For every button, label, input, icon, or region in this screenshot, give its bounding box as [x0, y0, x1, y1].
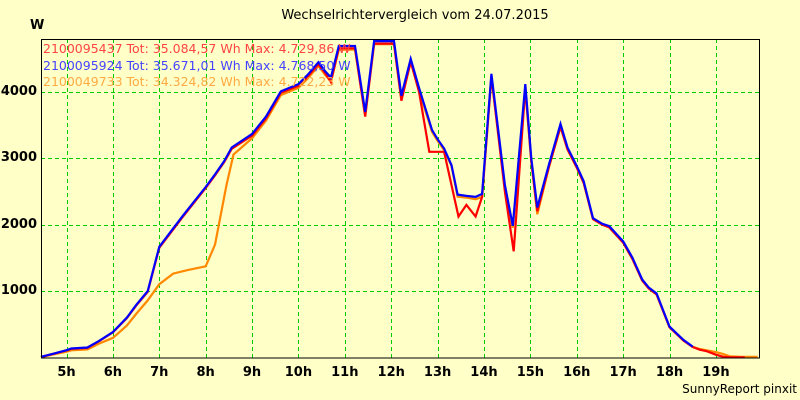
x-tick-label-7h: 7h [150, 365, 169, 380]
x-tick-label-18h: 18h [655, 365, 684, 380]
legend-line-2100049733: 2100049733 Tot: 34.324,82 Wh Max: 4.722,… [43, 74, 351, 89]
x-tick-label-5h: 5h [57, 365, 76, 380]
x-tick-label-19h: 19h [702, 365, 730, 380]
x-tick-label-9h: 9h [242, 365, 262, 380]
x-tick-label-8h: 8h [196, 365, 215, 380]
series-line-2100095437 [40, 42, 745, 359]
credit-text: SunnyReport pinxit [682, 382, 797, 396]
x-tick-label-11h: 11h [331, 365, 359, 380]
plot-frame [40, 38, 761, 359]
chart-title: Wechselrichtervergleich vom 24.07.2015 [281, 8, 549, 23]
x-tick-label-17h: 17h [609, 365, 637, 380]
x-tick-label-14h: 14h [470, 365, 498, 380]
x-tick-label-15h: 15h [516, 365, 545, 380]
x-tick-label-12h: 12h [377, 365, 405, 380]
x-tick-label-13h: 13h [423, 365, 452, 380]
legend: 2100095437 Tot: 35.084,57 Wh Max: 4.729,… [43, 41, 351, 91]
x-tick-label-6h: 6h [103, 365, 123, 380]
y-axis-unit-label: W [30, 18, 45, 33]
y-tick-label-3000: 3000 [0, 150, 37, 166]
y-tick-label-1000: 1000 [0, 283, 37, 299]
y-tick-label-2000: 2000 [0, 216, 37, 232]
series-line-2100095924 [40, 39, 694, 358]
legend-line-2100095437: 2100095437 Tot: 35.084,57 Wh Max: 4.729,… [43, 41, 351, 56]
legend-line-2100095924: 2100095924 Tot: 35.671,01 Wh Max: 4.768,… [43, 57, 351, 73]
y-tick-label-4000: 4000 [0, 84, 37, 100]
x-tick-label-16h: 16h [563, 365, 591, 380]
x-tick-label-10h: 10h [284, 365, 313, 380]
